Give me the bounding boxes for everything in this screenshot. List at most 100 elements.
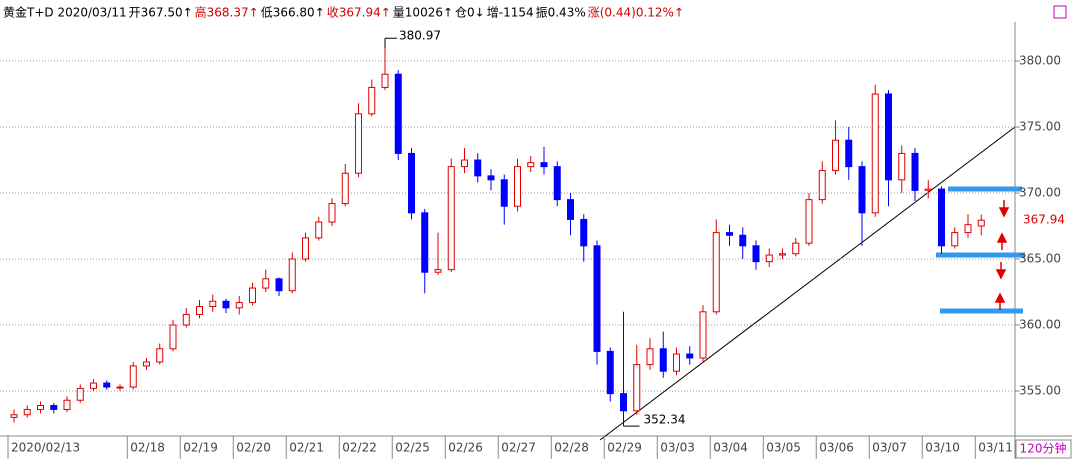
candle-body bbox=[408, 152, 415, 214]
candle-body bbox=[779, 253, 786, 256]
x-tick-label: 03/11 bbox=[978, 441, 1013, 455]
x-tick-label: 02/25 bbox=[395, 441, 430, 455]
candle-body bbox=[487, 175, 495, 181]
x-tick-label: 03/05 bbox=[766, 441, 801, 455]
header-item: 振0.43% bbox=[536, 6, 586, 20]
candle-body bbox=[249, 287, 256, 304]
last-price-label: 367.94 bbox=[1023, 213, 1065, 227]
candle-body bbox=[673, 353, 680, 372]
candle-body bbox=[23, 408, 31, 416]
x-tick-label: 02/18 bbox=[130, 441, 165, 455]
y-tick-label: 355.00 bbox=[1019, 383, 1061, 397]
header-item: 量10026↑ bbox=[393, 6, 453, 20]
candle-body bbox=[832, 139, 839, 172]
candle-body bbox=[792, 242, 800, 255]
candle-body bbox=[421, 212, 429, 273]
candle-body bbox=[765, 254, 773, 263]
candle-body bbox=[275, 278, 283, 292]
candle-body bbox=[116, 386, 124, 389]
y-tick-label: 375.00 bbox=[1019, 120, 1061, 134]
period-label[interactable]: 120分钟 bbox=[1020, 441, 1067, 456]
candle-body bbox=[553, 166, 561, 201]
candle-body bbox=[315, 221, 323, 239]
candle-body bbox=[964, 224, 972, 234]
x-tick-label: 03/06 bbox=[819, 441, 854, 455]
x-tick-label: 02/22 bbox=[342, 441, 377, 455]
candle-body bbox=[620, 393, 627, 412]
arrow-head bbox=[998, 207, 1010, 218]
header-item: 仓0↓ bbox=[455, 6, 485, 20]
arrows bbox=[994, 200, 1010, 310]
min-label: 352.34 bbox=[644, 413, 686, 427]
header-item: 增-1154 bbox=[487, 6, 534, 20]
candle-body bbox=[355, 113, 362, 174]
candle-body bbox=[182, 313, 190, 326]
candle-body bbox=[606, 350, 614, 395]
header-item: 高368.37↑ bbox=[195, 5, 259, 20]
candle-body bbox=[10, 414, 18, 418]
candle-body bbox=[368, 86, 376, 115]
arrow-head bbox=[994, 292, 1006, 303]
x-tick-label: 03/10 bbox=[925, 441, 960, 455]
candle-body bbox=[461, 159, 468, 168]
candle-body bbox=[739, 234, 747, 247]
candle-body bbox=[633, 364, 641, 412]
candle-body bbox=[129, 365, 137, 388]
candle-body bbox=[196, 306, 203, 315]
header-item: 低366.80↑ bbox=[261, 6, 325, 20]
candle-body bbox=[951, 232, 959, 247]
window-icon[interactable] bbox=[1053, 5, 1067, 19]
candle-body bbox=[262, 278, 270, 289]
candle-body bbox=[381, 73, 389, 88]
candle-body bbox=[567, 199, 574, 220]
candle-body bbox=[235, 302, 243, 309]
candle-body bbox=[37, 405, 44, 410]
candle-body bbox=[156, 348, 164, 363]
candle-body bbox=[752, 245, 760, 263]
candle-body bbox=[76, 387, 84, 401]
x-tick-label: 02/20 bbox=[236, 441, 271, 455]
candle-body bbox=[646, 348, 654, 366]
candle-body bbox=[474, 159, 482, 177]
header-item: 收367.94↑ bbox=[327, 6, 391, 20]
candle-body bbox=[143, 361, 150, 367]
x-tick-label: 02/19 bbox=[183, 441, 218, 455]
candle-body bbox=[514, 166, 521, 207]
x-tick-label: 02/27 bbox=[501, 441, 536, 455]
candle-body bbox=[50, 405, 58, 410]
candle-body bbox=[712, 232, 720, 313]
candle-body bbox=[500, 179, 508, 207]
y-tick-label: 370.00 bbox=[1019, 186, 1061, 200]
candle-body bbox=[885, 93, 892, 181]
x-tick-label: 2020/02/13 bbox=[11, 441, 80, 455]
candle-body bbox=[302, 237, 309, 260]
max-label: 380.97 bbox=[399, 29, 441, 43]
y-tick-label: 365.00 bbox=[1019, 252, 1061, 266]
candle-body bbox=[805, 199, 813, 244]
candle-body bbox=[686, 353, 694, 359]
candle-body bbox=[845, 139, 853, 168]
candle-body bbox=[699, 311, 707, 359]
header-item: 开367.50↑ bbox=[129, 6, 193, 20]
candle-body bbox=[593, 245, 601, 352]
candle-body bbox=[169, 324, 177, 350]
candle-body bbox=[924, 188, 932, 191]
x-tick-label: 03/04 bbox=[713, 441, 748, 455]
x-tick-label: 03/07 bbox=[872, 441, 907, 455]
candle-body bbox=[63, 399, 71, 410]
candle-body bbox=[726, 232, 733, 236]
candle-body bbox=[222, 300, 230, 309]
candle-body bbox=[90, 382, 97, 389]
candle-body bbox=[911, 152, 919, 191]
candle-body bbox=[659, 348, 667, 372]
y-tick-label: 380.00 bbox=[1019, 54, 1061, 68]
candle-body bbox=[871, 93, 879, 214]
candle-body bbox=[580, 218, 588, 247]
candle-body bbox=[898, 152, 906, 181]
arrow-head bbox=[996, 232, 1008, 243]
x-tick-label: 03/03 bbox=[660, 441, 695, 455]
candle-body bbox=[341, 172, 349, 205]
period-box[interactable] bbox=[1015, 439, 1072, 459]
